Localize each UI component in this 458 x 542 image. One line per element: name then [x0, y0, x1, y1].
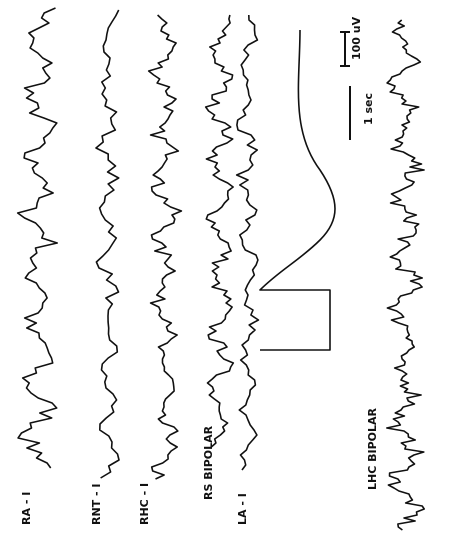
trace-label: RA - I — [20, 492, 33, 525]
amplitude-label: 100 uV — [350, 16, 363, 60]
trace-label: LHC BIPOLAR — [366, 407, 379, 490]
trace-label: RS BIPOLAR — [202, 425, 215, 500]
trace-label: RHC - I — [138, 483, 151, 525]
trace-label: RNT - I — [90, 484, 103, 526]
trace-label: LA - I — [236, 493, 249, 525]
eeg-figure: RA - I RNT - I RHC - I RS BIPOLAR LA - I… — [0, 0, 458, 542]
time-label: 1 sec — [362, 93, 375, 125]
